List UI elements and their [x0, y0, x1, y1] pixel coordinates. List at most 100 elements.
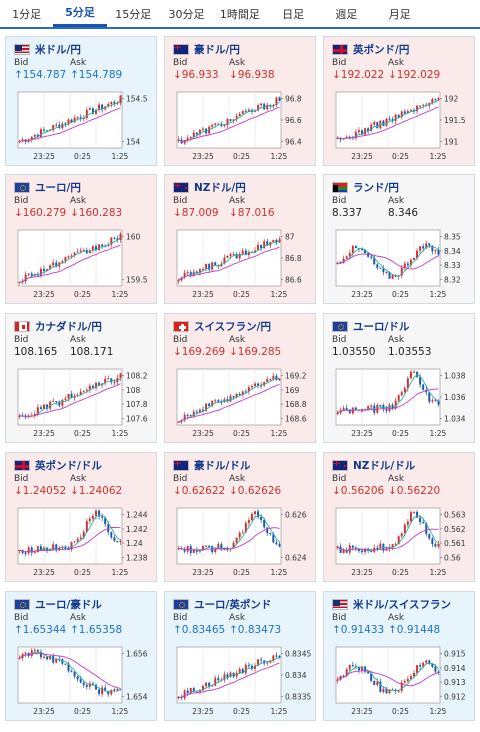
tab-6[interactable]: 日足 — [282, 7, 305, 21]
candle-body — [241, 532, 244, 534]
candle-body — [413, 371, 415, 373]
candle-body — [177, 421, 180, 423]
candle-body — [419, 665, 422, 667]
candle-body — [419, 517, 422, 523]
candle-body — [104, 687, 107, 692]
candle-body — [351, 664, 354, 667]
pair-name[interactable]: 英ポンド/ドル — [35, 459, 102, 472]
tab-2[interactable]: 5分足 — [53, 0, 107, 27]
pair-name[interactable]: 豪ドル/円 — [194, 43, 240, 56]
candlestick-chart[interactable]: 8.35 8.34 8.33 8.32 23:25 0:25 1:25 — [332, 226, 472, 301]
candle-body — [266, 662, 269, 664]
candlestick-chart[interactable]: 108.2 108 107.8 107.6 23:25 0:25 1:25 — [14, 365, 154, 440]
pair-name[interactable]: ユーロ/円 — [35, 181, 81, 194]
pair-name[interactable]: 豪ドル/ドル — [194, 459, 251, 472]
pair-name[interactable]: カナダドル/円 — [35, 320, 102, 333]
pair-name[interactable]: NZドル/ドル — [353, 459, 416, 472]
pair-name[interactable]: NZドル/円 — [194, 181, 246, 194]
candle-body — [247, 520, 250, 523]
candle-body — [260, 517, 263, 520]
pair-name[interactable]: ユーロ/英ポンド — [194, 598, 272, 611]
candlestick-chart[interactable]: 160 159.5 23:25 0:25 1:25 — [14, 226, 154, 301]
rate-card[interactable]: ユーロ/ドル Bid Ask 1.03550 1.03553 1.038 1.036 1.03… — [323, 313, 475, 443]
ca-flag-icon — [14, 320, 30, 332]
x-tick-label: 23:25 — [33, 152, 55, 161]
candle-body — [413, 258, 415, 260]
candle-body — [177, 697, 180, 699]
candle-body — [186, 272, 189, 274]
candle-body — [82, 682, 85, 685]
rate-card[interactable]: ユーロ/英ポンド Bid Ask ↑0.83465 ↑0.83473 0.8345 0.83… — [164, 591, 316, 721]
candle-body — [110, 689, 113, 695]
rate-card[interactable]: カナダドル/円 Bid Ask 108.165 108.171 108.2 108 107.8… — [5, 313, 157, 443]
tab-3[interactable]: 15分足 — [115, 7, 152, 21]
pair-name[interactable]: 英ポンド/円 — [353, 43, 410, 56]
candle-body — [88, 518, 91, 522]
pair-name[interactable]: ランド/円 — [353, 181, 399, 194]
candlestick-chart[interactable]: 154.5 154 23:25 0:25 1:25 — [14, 88, 154, 163]
candle-body — [208, 264, 211, 270]
candlestick-chart[interactable]: 0.626 0.624 23:25 0:25 1:25 — [173, 504, 313, 579]
candle-body — [373, 257, 376, 265]
ask-label: Ask — [229, 474, 246, 484]
tab-1[interactable]: 1分足 — [12, 7, 42, 21]
candle-body — [257, 659, 260, 666]
x-tick-label: 1:25 — [111, 152, 128, 161]
pair-name[interactable]: スイスフラン/円 — [194, 320, 272, 333]
candlestick-chart[interactable]: 192 191.5 191 23:25 0:25 1:25 — [332, 88, 472, 163]
candle-body — [98, 104, 101, 110]
moving-average-long — [19, 244, 121, 283]
rate-card[interactable]: NZドル/円 Bid Ask ↓87.009 ↓87.016 87 86.8 86.6 23:2… — [164, 174, 316, 304]
candle-body — [437, 250, 440, 255]
moving-average-long — [19, 652, 121, 689]
candlestick-chart[interactable]: 1.656 1.654 23:25 0:25 1:25 — [14, 643, 154, 718]
candlestick-chart[interactable]: 1.038 1.036 1.034 23:25 0:25 1:25 — [332, 365, 472, 440]
rate-card[interactable]: 英ポンド/ドル Bid Ask ↓1.24052 ↓1.24062 1.244 1.242 1… — [5, 452, 157, 582]
rate-card[interactable]: 豪ドル/ドル Bid Ask ↓0.62622 ↓0.62626 0.626 0.624 23… — [164, 452, 316, 582]
y-tick-label: 154 — [126, 137, 141, 146]
candlestick-chart[interactable]: 96.8 96.6 96.4 23:25 0:25 1:25 — [173, 88, 313, 163]
rate-card[interactable]: スイスフラン/円 Bid Ask ↓169.269 ↓169.285 169.2 169 16… — [164, 313, 316, 443]
candlestick-chart[interactable]: 87 86.8 86.6 23:25 0:25 1:25 — [173, 226, 313, 301]
rate-card[interactable]: ランド/円 Bid Ask 8.337 8.346 8.35 8.34 8.33 8.32 23:… — [323, 174, 475, 304]
candle-body — [385, 688, 388, 693]
bid-label: Bid — [173, 474, 188, 484]
x-tick-label: 1:25 — [270, 152, 287, 161]
rate-card[interactable]: ユーロ/円 Bid Ask ↓160.279 ↓160.283 160 159.5 23:25… — [5, 174, 157, 304]
tab-7[interactable]: 週足 — [335, 7, 358, 21]
candle-body — [24, 652, 27, 655]
rate-card[interactable]: 米ドル/スイスフラン Bid Ask ↑0.91433 ↑0.91448 0.915 0.9… — [323, 591, 475, 721]
candle-body — [376, 681, 379, 685]
tab-5[interactable]: 1時間足 — [219, 7, 260, 21]
candle-body — [244, 110, 247, 112]
pair-name[interactable]: 米ドル/円 — [35, 43, 81, 56]
candle-body — [382, 405, 385, 410]
x-tick-label: 0:25 — [74, 429, 91, 438]
rate-card[interactable]: ユーロ/豪ドル Bid Ask ↑1.65344 ↑1.65358 1.656 1.654 2… — [5, 591, 157, 721]
candle-body — [202, 269, 204, 271]
rate-card[interactable]: 英ポンド/円 Bid Ask ↓192.022 ↓192.029 192 191.5 191 2… — [323, 36, 475, 166]
rate-card[interactable]: 米ドル/円 Bid Ask ↑154.787 ↑154.789 154.5 154 23:25… — [5, 36, 157, 166]
candle-body — [101, 516, 104, 518]
candlestick-chart[interactable]: 169.2 169 168.8 168.6 23:25 0:25 1:25 — [173, 365, 313, 440]
candle-body — [189, 688, 192, 694]
candle-body — [110, 532, 113, 538]
pair-name[interactable]: ユーロ/ドル — [353, 320, 410, 333]
candlestick-chart[interactable]: 0.915 0.914 0.913 0.912 23:25 0:25 1:25 — [332, 643, 472, 718]
rate-card[interactable]: NZドル/ドル Bid Ask ↓0.56206 ↓0.56220 0.563 0.562 0… — [323, 452, 475, 582]
x-tick-label: 0:25 — [392, 707, 409, 716]
candlestick-chart[interactable]: 0.563 0.562 0.561 0.56 23:25 0:25 1:25 — [332, 504, 472, 579]
candle-body — [195, 549, 198, 552]
tab-4[interactable]: 30分足 — [168, 7, 205, 21]
pair-name[interactable]: ユーロ/豪ドル — [35, 598, 102, 611]
card-header: 英ポンド/円 — [332, 41, 409, 57]
candle-body — [367, 128, 370, 132]
candle-body — [95, 510, 97, 516]
candlestick-chart[interactable]: 0.8345 0.834 0.8335 23:25 0:25 1:25 — [173, 643, 313, 718]
tab-8[interactable]: 月足 — [388, 7, 411, 21]
rate-card[interactable]: 豪ドル/円 Bid Ask ↓96.933 ↓96.938 96.8 96.6 96.4 23:… — [164, 36, 316, 166]
candle-body — [361, 249, 363, 251]
au-flag-icon — [173, 459, 189, 471]
pair-name[interactable]: 米ドル/スイスフラン — [353, 598, 452, 611]
candlestick-chart[interactable]: 1.244 1.242 1.24 1.238 23:25 0:25 1:25 — [14, 504, 154, 579]
